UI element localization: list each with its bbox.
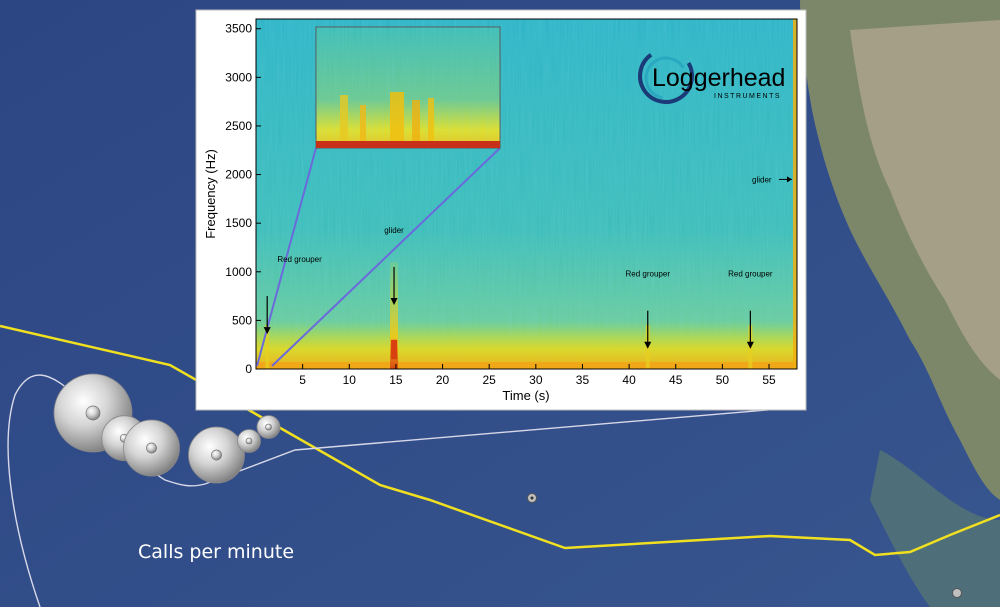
bubble-center <box>211 449 222 461</box>
call-rate-bubbles <box>53 373 281 484</box>
bubble-center <box>85 405 101 421</box>
land-urban <box>850 20 1000 380</box>
bubble-center <box>146 442 157 454</box>
calls-per-minute-label: Calls per minute <box>138 541 295 563</box>
bubble-center <box>265 423 272 431</box>
yellow-boundary-line <box>0 324 1000 557</box>
shallows <box>870 450 1000 607</box>
station-marker <box>952 588 962 598</box>
bubble-center <box>245 437 253 445</box>
